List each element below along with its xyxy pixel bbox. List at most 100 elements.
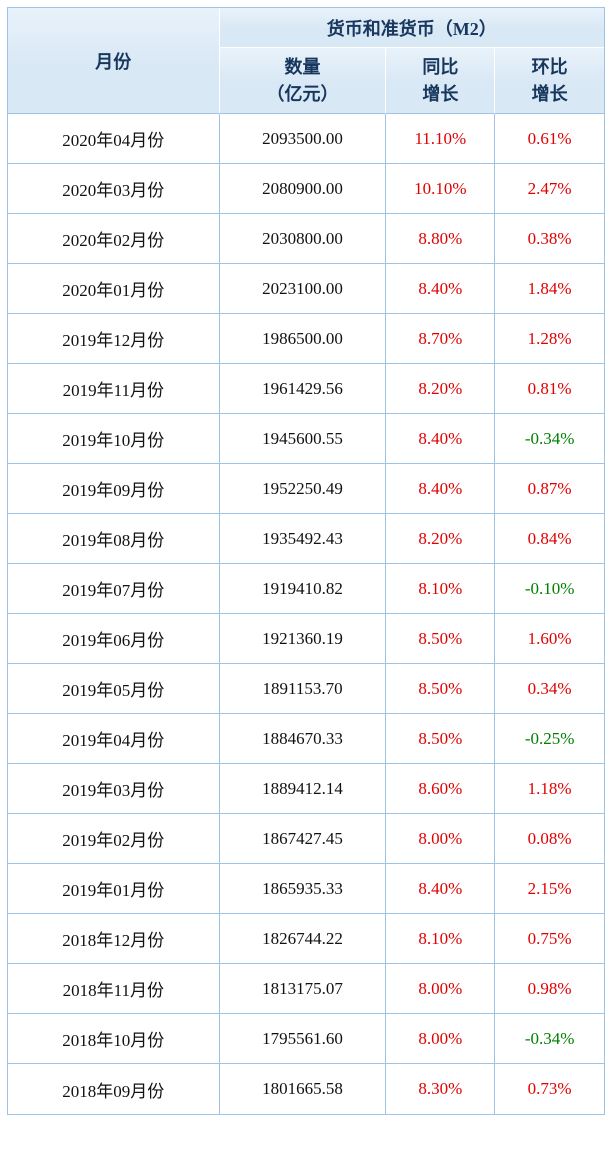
month-cell: 2019年12月份 (8, 314, 220, 364)
amount-cell: 1935492.43 (219, 514, 387, 564)
table-row: 2020年03月份 2080900.00 10.10% 2.47% (8, 164, 604, 214)
mom-cell: 1.60% (495, 614, 604, 664)
mom-cell: 0.34% (495, 664, 604, 714)
amount-cell: 1826744.22 (219, 914, 387, 964)
amount-cell: 1801665.58 (219, 1064, 387, 1114)
amount-cell: 2030800.00 (219, 214, 387, 264)
table-row: 2019年10月份 1945600.55 8.40% -0.34% (8, 414, 604, 464)
mom-header-line2: 增长 (531, 83, 568, 104)
table-row: 2020年01月份 2023100.00 8.40% 1.84% (8, 264, 604, 314)
yoy-cell: 8.00% (386, 964, 496, 1014)
table-row: 2019年12月份 1986500.00 8.70% 1.28% (8, 314, 604, 364)
yoy-cell: 8.40% (386, 414, 496, 464)
mom-cell: 0.84% (495, 514, 604, 564)
mom-cell: 2.47% (495, 164, 604, 214)
yoy-cell: 8.10% (386, 564, 496, 614)
amount-cell: 1986500.00 (219, 314, 387, 364)
month-cell: 2019年09月份 (8, 464, 220, 514)
month-cell: 2018年11月份 (8, 964, 220, 1014)
mom-cell: -0.10% (495, 564, 604, 614)
yoy-cell: 8.10% (386, 914, 496, 964)
month-cell: 2019年10月份 (8, 414, 220, 464)
table-header: 月份 货币和准货币（M2） 数量 （亿元） 同比 增长 环比 增长 (8, 8, 604, 114)
month-cell: 2019年07月份 (8, 564, 220, 614)
amount-cell: 1945600.55 (219, 414, 387, 464)
month-cell: 2020年02月份 (8, 214, 220, 264)
amount-cell: 1865935.33 (219, 864, 387, 914)
mom-cell: -0.25% (495, 714, 604, 764)
yoy-header-line2: 增长 (422, 83, 459, 104)
table-row: 2020年02月份 2030800.00 8.80% 0.38% (8, 214, 604, 264)
table-row: 2019年04月份 1884670.33 8.50% -0.25% (8, 714, 604, 764)
mom-cell: -0.34% (495, 1014, 604, 1064)
yoy-cell: 8.80% (386, 214, 496, 264)
month-cell: 2020年04月份 (8, 114, 220, 164)
mom-cell: 0.87% (495, 464, 604, 514)
yoy-cell: 8.40% (386, 264, 496, 314)
amount-header-line1: 数量 (284, 57, 321, 78)
yoy-cell: 8.50% (386, 664, 496, 714)
month-cell: 2019年04月份 (8, 714, 220, 764)
mom-header-line1: 环比 (531, 57, 568, 78)
yoy-cell: 8.20% (386, 514, 496, 564)
table-row: 2019年11月份 1961429.56 8.20% 0.81% (8, 364, 604, 414)
month-cell: 2018年12月份 (8, 914, 220, 964)
yoy-column-header: 同比 增长 (386, 48, 496, 114)
m2-group-header: 货币和准货币（M2） (219, 8, 604, 48)
month-cell: 2019年01月份 (8, 864, 220, 914)
table-row: 2020年04月份 2093500.00 11.10% 0.61% (8, 114, 604, 164)
mom-cell: 0.61% (495, 114, 604, 164)
mom-cell: 0.38% (495, 214, 604, 264)
month-cell: 2019年03月份 (8, 764, 220, 814)
amount-cell: 1952250.49 (219, 464, 387, 514)
amount-cell: 2093500.00 (219, 114, 387, 164)
table-row: 2019年05月份 1891153.70 8.50% 0.34% (8, 664, 604, 714)
month-cell: 2019年06月份 (8, 614, 220, 664)
yoy-header-line1: 同比 (422, 57, 459, 78)
amount-column-header: 数量 （亿元） (219, 48, 387, 114)
amount-header-line2: （亿元） (266, 83, 339, 104)
yoy-cell: 8.40% (386, 864, 496, 914)
table-row: 2019年02月份 1867427.45 8.00% 0.08% (8, 814, 604, 864)
yoy-cell: 8.70% (386, 314, 496, 364)
table-row: 2019年07月份 1919410.82 8.10% -0.10% (8, 564, 604, 614)
yoy-cell: 8.50% (386, 714, 496, 764)
amount-cell: 2023100.00 (219, 264, 387, 314)
table-row: 2018年09月份 1801665.58 8.30% 0.73% (8, 1064, 604, 1114)
month-cell: 2019年11月份 (8, 364, 220, 414)
amount-cell: 1795561.60 (219, 1014, 387, 1064)
yoy-cell: 8.50% (386, 614, 496, 664)
month-column-header: 月份 (8, 8, 220, 114)
month-cell: 2019年02月份 (8, 814, 220, 864)
yoy-cell: 8.00% (386, 1014, 496, 1064)
mom-cell: 0.81% (495, 364, 604, 414)
mom-cell: 1.84% (495, 264, 604, 314)
table-row: 2019年08月份 1935492.43 8.20% 0.84% (8, 514, 604, 564)
month-cell: 2020年03月份 (8, 164, 220, 214)
mom-column-header: 环比 增长 (495, 48, 604, 114)
mom-cell: 0.08% (495, 814, 604, 864)
mom-cell: -0.34% (495, 414, 604, 464)
table-row: 2019年06月份 1921360.19 8.50% 1.60% (8, 614, 604, 664)
mom-cell: 0.73% (495, 1064, 604, 1114)
yoy-cell: 10.10% (386, 164, 496, 214)
amount-cell: 1891153.70 (219, 664, 387, 714)
mom-cell: 2.15% (495, 864, 604, 914)
month-cell: 2019年05月份 (8, 664, 220, 714)
table-row: 2019年01月份 1865935.33 8.40% 2.15% (8, 864, 604, 914)
yoy-cell: 8.40% (386, 464, 496, 514)
mom-cell: 1.18% (495, 764, 604, 814)
mom-cell: 1.28% (495, 314, 604, 364)
yoy-cell: 8.00% (386, 814, 496, 864)
amount-cell: 1867427.45 (219, 814, 387, 864)
amount-cell: 1919410.82 (219, 564, 387, 614)
mom-cell: 0.75% (495, 914, 604, 964)
amount-cell: 1961429.56 (219, 364, 387, 414)
m2-data-table: 月份 货币和准货币（M2） 数量 （亿元） 同比 增长 环比 增长 2020年0… (7, 7, 605, 1115)
amount-cell: 1813175.07 (219, 964, 387, 1014)
yoy-cell: 8.60% (386, 764, 496, 814)
amount-cell: 1884670.33 (219, 714, 387, 764)
table-body: 2020年04月份 2093500.00 11.10% 0.61% 2020年0… (8, 114, 604, 1114)
mom-cell: 0.98% (495, 964, 604, 1014)
